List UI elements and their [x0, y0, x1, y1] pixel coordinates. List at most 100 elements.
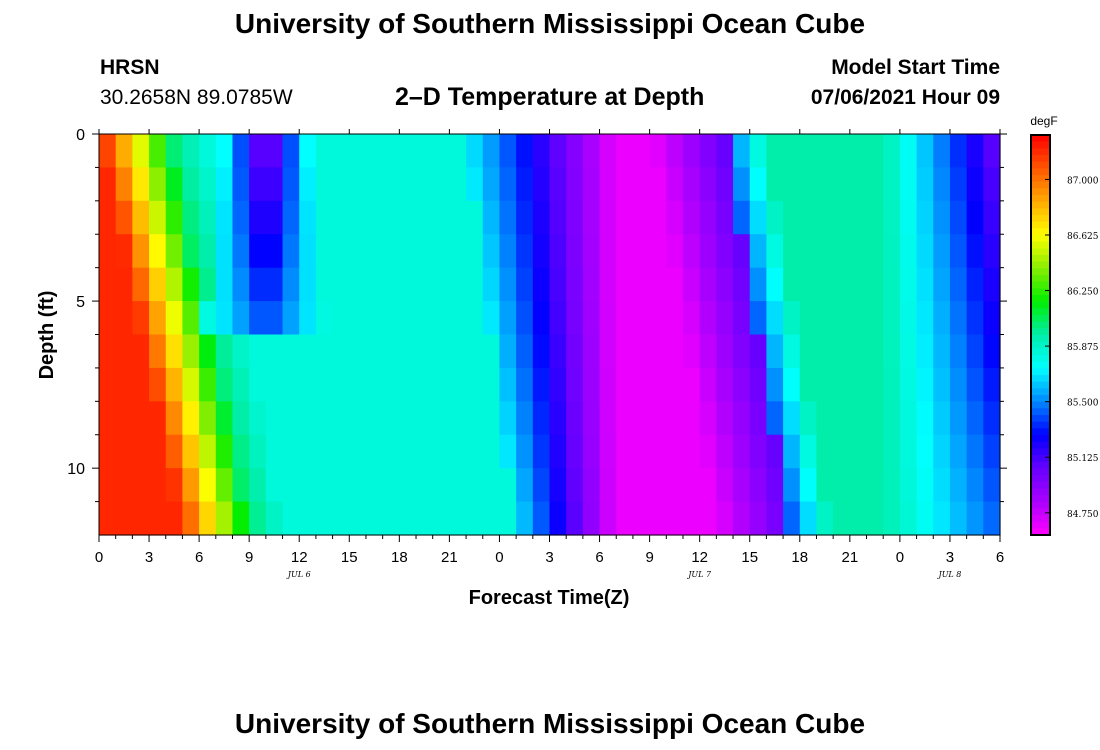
- heatmap-cell: [949, 334, 968, 369]
- heatmap-cell: [949, 367, 968, 402]
- heatmap-cell: [265, 234, 284, 269]
- colorbar-band: [1031, 288, 1050, 296]
- heatmap-cell: [899, 267, 918, 302]
- x-tick-label: 15: [741, 549, 758, 566]
- heatmap-cell: [733, 134, 751, 169]
- heatmap-cell: [115, 367, 133, 402]
- heatmap-cell: [632, 167, 651, 202]
- heatmap-cell: [566, 501, 584, 536]
- heatmap-cell: [849, 434, 868, 469]
- heatmap-cell: [215, 334, 234, 369]
- heatmap-cell: [766, 200, 784, 235]
- heatmap-cell: [265, 367, 284, 402]
- heatmap-cell: [165, 167, 184, 202]
- heatmap-cell: [199, 401, 217, 436]
- heatmap-cell: [649, 200, 667, 235]
- heatmap-cell: [749, 401, 768, 436]
- colorbar-band: [1031, 281, 1050, 289]
- heatmap-cell: [866, 501, 884, 536]
- heatmap-cell: [649, 501, 667, 536]
- plot-title: 2–D Temperature at Depth: [395, 83, 705, 111]
- heatmap-cell: [749, 434, 768, 469]
- heatmap-cell: [182, 501, 200, 536]
- heatmap-cell: [983, 468, 1001, 503]
- heatmap-cell: [232, 468, 250, 503]
- x-axis-label: Forecast Time(Z): [469, 587, 630, 609]
- heatmap-cell: [866, 301, 884, 336]
- heatmap-cell: [733, 234, 751, 269]
- heatmap-cell: [899, 501, 918, 536]
- heatmap-cell: [599, 434, 617, 469]
- heatmap-cell: [966, 167, 984, 202]
- heatmap-cell: [682, 334, 701, 369]
- heatmap-cell: [766, 234, 784, 269]
- heatmap-cell: [733, 401, 751, 436]
- heatmap-cell: [165, 434, 184, 469]
- heatmap-cell: [99, 200, 117, 235]
- heatmap-cell: [949, 401, 968, 436]
- heatmap-cell: [315, 434, 334, 469]
- heatmap-cell: [783, 267, 801, 302]
- x-tick-label: 9: [245, 549, 253, 566]
- heatmap-cell: [966, 200, 984, 235]
- colorbar-band: [1031, 521, 1050, 529]
- heatmap-cell: [149, 501, 167, 536]
- colorbar-band: [1031, 401, 1050, 409]
- heatmap-cell: [599, 267, 617, 302]
- heatmap-cell: [215, 367, 234, 402]
- heatmap-cell: [182, 301, 200, 336]
- heatmap-cell: [632, 134, 651, 169]
- heatmap-cell: [666, 367, 684, 402]
- heatmap-cell: [99, 167, 117, 202]
- heatmap-cell: [132, 167, 150, 202]
- heatmap-cell: [916, 434, 934, 469]
- heatmap-cell: [916, 167, 934, 202]
- heatmap-cell: [432, 301, 450, 336]
- heatmap-cell: [449, 501, 467, 536]
- heatmap-cell: [215, 167, 234, 202]
- heatmap-cell: [833, 134, 851, 169]
- heatmap-cell: [165, 134, 184, 169]
- colorbar-tick-label: 86.625: [1067, 232, 1099, 242]
- heatmap-cell: [282, 267, 300, 302]
- heatmap-cell: [682, 301, 701, 336]
- heatmap-cell: [149, 167, 167, 202]
- colorbar-band: [1031, 488, 1050, 496]
- heatmap-cell: [733, 501, 751, 536]
- heatmap-cell: [165, 367, 184, 402]
- heatmap-cell: [349, 334, 367, 369]
- colorbar-band: [1031, 301, 1050, 309]
- heatmap-cell: [232, 234, 250, 269]
- heatmap-cell: [315, 401, 334, 436]
- heatmap-cell: [299, 134, 317, 169]
- heatmap-cell: [149, 434, 167, 469]
- heatmap-cell: [816, 167, 834, 202]
- temperature-depth-chart: 0 3 6 9 12 15 18 21 0 3 6 9 12 15 18 21 0 3 6 JUL 6 JUL 7 JUL…: [36, 114, 1099, 609]
- colorbar-band: [1031, 275, 1050, 283]
- heatmap-cell: [282, 434, 300, 469]
- heatmap-cell: [749, 334, 768, 369]
- chart-title-bottom: University of Southern Mississippi Ocean…: [234, 708, 866, 739]
- heatmap-cell: [883, 334, 901, 369]
- heatmap-cell: [232, 501, 250, 536]
- heatmap-cell: [632, 501, 651, 536]
- heatmap-cell: [632, 200, 651, 235]
- heatmap-cell: [199, 334, 217, 369]
- heatmap-cell: [666, 334, 684, 369]
- heatmap-cell: [132, 334, 150, 369]
- heatmap-cell: [349, 367, 367, 402]
- heatmap-cell: [332, 434, 350, 469]
- heatmap-cell: [749, 301, 768, 336]
- heatmap-cell: [215, 501, 234, 536]
- heatmap-cell: [582, 401, 601, 436]
- heatmap-cell: [115, 134, 133, 169]
- heatmap-cell: [315, 334, 334, 369]
- heatmap-cell: [499, 401, 517, 436]
- heatmap-cell: [682, 434, 701, 469]
- heatmap-cell: [632, 267, 651, 302]
- heatmap-cell: [299, 200, 317, 235]
- heatmap-cell: [466, 401, 484, 436]
- heatmap-cell: [916, 267, 934, 302]
- heatmap-cell: [249, 468, 267, 503]
- heatmap-cell: [566, 468, 584, 503]
